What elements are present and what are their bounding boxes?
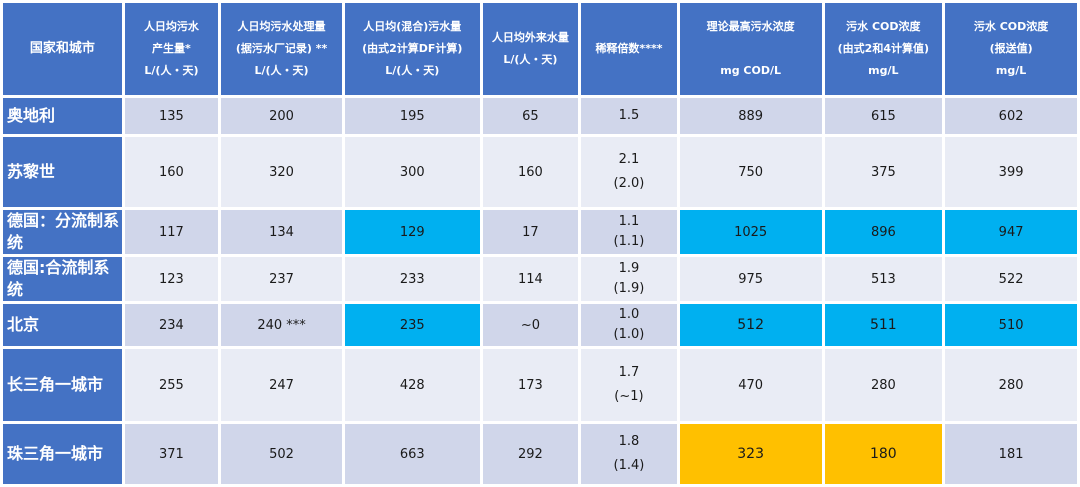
- cell-mixed-sewage: 195: [344, 98, 480, 134]
- cell-cod-calculated: 896: [824, 210, 943, 254]
- header-sewage-generated: 人日均污水 产生量* L/(人・天): [124, 3, 219, 95]
- cell-extraneous-water: 173: [482, 349, 579, 421]
- cell-sewage-generated: 234: [124, 304, 219, 346]
- cell-extraneous-water: 292: [482, 424, 579, 484]
- cell-sewage-generated: 371: [124, 424, 219, 484]
- cell-cod-calculated: 513: [824, 257, 943, 301]
- row-label: 长三角一城市: [3, 349, 122, 421]
- cell-cod-reported: 399: [945, 137, 1077, 207]
- cell-theoretical-max: 470: [679, 349, 822, 421]
- cell-sewage-generated: 117: [124, 210, 219, 254]
- cell-cod-calculated: 280: [824, 349, 943, 421]
- cell-mixed-sewage: 428: [344, 349, 480, 421]
- cell-sewage-treated: 237: [221, 257, 342, 301]
- cell-dilution-factor: 1.7 (~1): [581, 349, 677, 421]
- table-row: 奥地利 135 200 195 65 1.5 889 615 602: [3, 98, 1077, 134]
- cell-mixed-sewage: 233: [344, 257, 480, 301]
- header-theoretical-max-concentration: 理论最高污水浓度 mg COD/L: [679, 3, 822, 95]
- header-mixed-sewage: 人日均(混合)污水量 (由式2计算DF计算) L/(人・天): [344, 3, 480, 95]
- table-row: 长三角一城市 255 247 428 173 1.7 (~1) 470 280 2…: [3, 349, 1077, 421]
- cell-sewage-generated: 123: [124, 257, 219, 301]
- cell-dilution-factor: 1.0 (1.0): [581, 304, 677, 346]
- cell-cod-reported: 947: [945, 210, 1077, 254]
- cell-dilution-factor: 1.8 (1.4): [581, 424, 677, 484]
- cell-extraneous-water: ~0: [482, 304, 579, 346]
- row-label: 北京: [3, 304, 122, 346]
- cell-sewage-treated: 240 ***: [221, 304, 342, 346]
- header-cod-reported: 污水 COD浓度 (报送值) mg/L: [945, 3, 1077, 95]
- table-row: 德国：分流制系统 117 134 129 17 1.1 (1.1) 1025 89…: [3, 210, 1077, 254]
- cell-cod-reported: 522: [945, 257, 1077, 301]
- cell-cod-calculated: 615: [824, 98, 943, 134]
- cell-sewage-treated: 134: [221, 210, 342, 254]
- row-label: 珠三角一城市: [3, 424, 122, 484]
- cell-sewage-treated: 247: [221, 349, 342, 421]
- cell-mixed-sewage: 663: [344, 424, 480, 484]
- cell-sewage-treated: 502: [221, 424, 342, 484]
- row-label: 德国:合流制系统: [3, 257, 122, 301]
- cell-mixed-sewage: 300: [344, 137, 480, 207]
- cell-extraneous-water: 17: [482, 210, 579, 254]
- row-label: 奥地利: [3, 98, 122, 134]
- cell-theoretical-max: 750: [679, 137, 822, 207]
- header-sewage-treated: 人日均污水处理量 (据污水厂记录) ** L/(人・天): [221, 3, 342, 95]
- header-dilution-factor: 稀释倍数****: [581, 3, 677, 95]
- cell-theoretical-max: 975: [679, 257, 822, 301]
- row-label: 德国：分流制系统: [3, 210, 122, 254]
- header-country-city: 国家和城市: [3, 3, 122, 95]
- table-row: 苏黎世 160 320 300 160 2.1 (2.0) 750 375 399: [3, 137, 1077, 207]
- cell-dilution-factor: 1.9 (1.9): [581, 257, 677, 301]
- header-cod-calculated: 污水 COD浓度 (由式2和4计算值) mg/L: [824, 3, 943, 95]
- cell-cod-calculated: 375: [824, 137, 943, 207]
- cell-cod-reported: 602: [945, 98, 1077, 134]
- cell-theoretical-max: 889: [679, 98, 822, 134]
- cell-cod-reported: 510: [945, 304, 1077, 346]
- cell-sewage-treated: 200: [221, 98, 342, 134]
- cell-sewage-generated: 160: [124, 137, 219, 207]
- cell-theoretical-max: 1025: [679, 210, 822, 254]
- cell-dilution-factor: 1.1 (1.1): [581, 210, 677, 254]
- cell-mixed-sewage: 129: [344, 210, 480, 254]
- table-row: 北京 234 240 *** 235 ~0 1.0 (1.0) 512 511 5…: [3, 304, 1077, 346]
- cell-extraneous-water: 160: [482, 137, 579, 207]
- cell-cod-reported: 181: [945, 424, 1077, 484]
- table-row: 德国:合流制系统 123 237 233 114 1.9 (1.9) 975 51…: [3, 257, 1077, 301]
- header-row: 国家和城市 人日均污水 产生量* L/(人・天) 人日均污水处理量 (据污水厂记录) …: [3, 3, 1077, 95]
- table-row: 珠三角一城市 371 502 663 292 1.8 (1.4) 323 180 …: [3, 424, 1077, 484]
- cell-mixed-sewage: 235: [344, 304, 480, 346]
- cell-sewage-treated: 320: [221, 137, 342, 207]
- cell-cod-reported: 280: [945, 349, 1077, 421]
- cell-cod-calculated: 511: [824, 304, 943, 346]
- cell-sewage-generated: 135: [124, 98, 219, 134]
- header-extraneous-water: 人日均外来水量 L/(人・天): [482, 3, 579, 95]
- cell-sewage-generated: 255: [124, 349, 219, 421]
- cell-dilution-factor: 1.5: [581, 98, 677, 134]
- cell-theoretical-max: 512: [679, 304, 822, 346]
- cell-dilution-factor: 2.1 (2.0): [581, 137, 677, 207]
- cell-cod-calculated: 180: [824, 424, 943, 484]
- cell-extraneous-water: 114: [482, 257, 579, 301]
- cell-extraneous-water: 65: [482, 98, 579, 134]
- cell-theoretical-max: 323: [679, 424, 822, 484]
- row-label: 苏黎世: [3, 137, 122, 207]
